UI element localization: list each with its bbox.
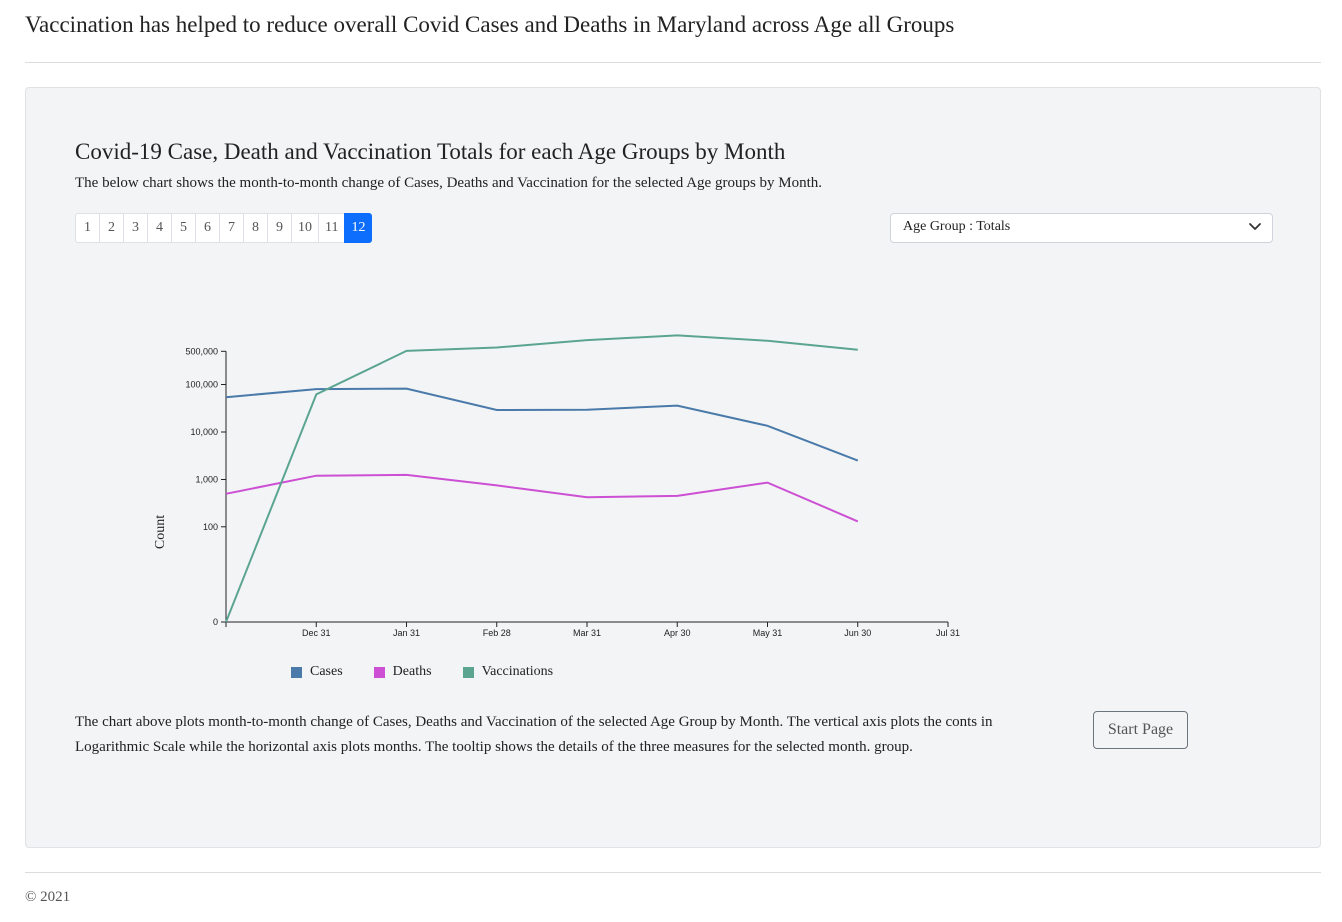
chart-subtitle: The below chart shows the month-to-month… [75, 175, 823, 191]
chevron-down-icon [1249, 223, 1261, 230]
legend-item-deaths: Deaths [373, 664, 432, 680]
legend-swatch [291, 666, 302, 678]
x-tick-label: Jan 31 [393, 628, 420, 638]
chart-legend: Cases Deaths Vaccinations [291, 664, 584, 680]
x-tick-label: Feb 28 [483, 628, 511, 638]
x-tick-label: Mar 31 [573, 628, 601, 638]
y-tick-label: 10,000 [190, 427, 218, 437]
legend-swatch [462, 666, 474, 678]
y-tick-label: 1,000 [195, 474, 218, 484]
page-button-7[interactable]: 7 [219, 213, 244, 243]
y-tick-label: 100,000 [185, 379, 218, 389]
page-button-1[interactable]: 1 [75, 213, 100, 243]
page-button-8[interactable]: 8 [243, 213, 268, 243]
start-page-button[interactable]: Start Page [1093, 711, 1188, 749]
copyright: © 2021 [25, 889, 71, 905]
legend-item-vaccinations: Vaccinations [462, 664, 554, 680]
page-button-3[interactable]: 3 [123, 213, 148, 243]
legend-label: Cases [310, 664, 343, 679]
page-button-4[interactable]: 4 [147, 213, 172, 243]
page-button-9[interactable]: 9 [267, 213, 292, 243]
bottom-divider [25, 872, 1321, 873]
x-tick-label: May 31 [753, 628, 783, 638]
page-button-2[interactable]: 2 [99, 213, 124, 243]
series-line-cases [225, 387, 859, 462]
x-tick-label: Jul 31 [936, 628, 960, 638]
x-tick-label: Dec 31 [302, 628, 331, 638]
age-group-select-value: Age Group : Totals [903, 219, 1011, 234]
chart-title: Covid-19 Case, Death and Vaccination Tot… [75, 139, 786, 164]
y-axis-label: Count [153, 515, 168, 549]
chart-card: Covid-19 Case, Death and Vaccination Tot… [25, 87, 1321, 848]
page-button-11[interactable]: 11 [318, 213, 346, 243]
legend-label: Deaths [392, 664, 432, 679]
x-tick-label: Apr 30 [664, 628, 691, 638]
age-group-select[interactable]: Age Group : Totals [890, 213, 1273, 243]
series-line-deaths [225, 473, 859, 523]
y-tick-label: 500,000 [185, 346, 218, 356]
page-button-5[interactable]: 5 [171, 213, 196, 243]
page-button-12[interactable]: 12 [344, 213, 373, 243]
page-button-10[interactable]: 10 [291, 213, 319, 243]
page-title: Vaccination has helped to reduce overall… [25, 12, 955, 37]
x-tick-label: Jun 30 [844, 628, 871, 638]
legend-label: Vaccinations [481, 664, 554, 679]
chart-description: The chart above plots month-to-month cha… [75, 714, 993, 755]
line-chart: 0 100 1,000 10,000 100,000 500,000 Dec 31 Jan 3… [153, 334, 960, 638]
y-tick-label: 0 [213, 617, 218, 627]
legend-swatch [373, 666, 385, 678]
top-divider [25, 62, 1321, 63]
series-line-vaccinations [225, 334, 858, 623]
pagination: 1 2 3 4 5 6 7 8 9 10 11 12 [75, 213, 373, 243]
y-tick-label: 100 [203, 522, 218, 532]
page-button-6[interactable]: 6 [195, 213, 220, 243]
legend-item-cases: Cases [291, 664, 343, 680]
